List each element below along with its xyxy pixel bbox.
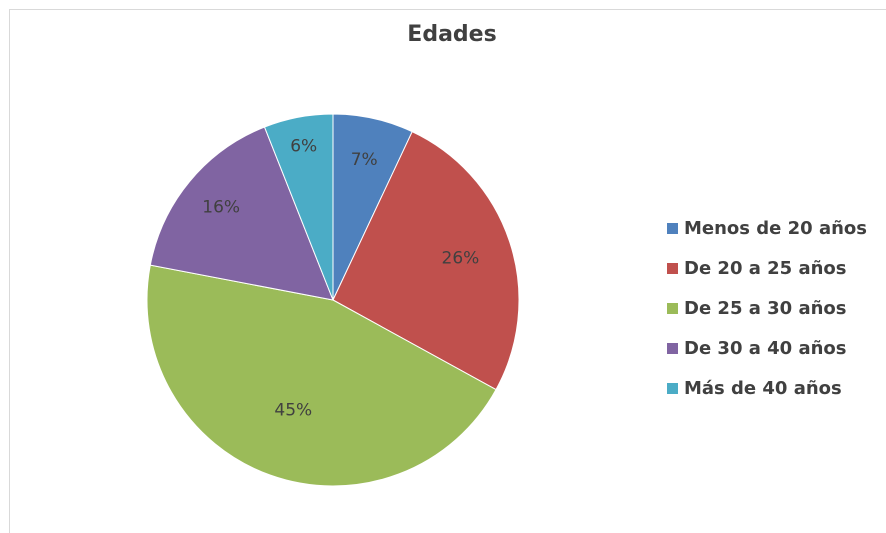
slice-data-label: 16% xyxy=(202,198,240,218)
legend-swatch xyxy=(667,382,678,394)
legend-item: Menos de 20 años xyxy=(667,208,867,248)
pie-slice xyxy=(149,126,334,301)
chart-title: Edades xyxy=(407,22,497,47)
legend-label: Más de 40 años xyxy=(684,377,842,399)
legend-swatch xyxy=(667,262,678,274)
legend-item: De 25 a 30 años xyxy=(667,288,867,328)
chart-legend: Menos de 20 años De 20 a 25 años De 25 a 3… xyxy=(667,208,867,408)
legend-swatch xyxy=(667,342,678,354)
legend-item: De 30 a 40 años xyxy=(667,328,867,368)
legend-label: Menos de 20 años xyxy=(684,217,867,239)
legend-label: De 20 a 25 años xyxy=(684,257,847,279)
legend-label: De 30 a 40 años xyxy=(684,337,847,359)
legend-swatch xyxy=(667,302,678,314)
pie-slice xyxy=(146,264,497,487)
slice-data-label: 26% xyxy=(442,249,480,269)
slice-data-label: 7% xyxy=(351,150,378,170)
legend-item: Más de 40 años xyxy=(667,368,867,408)
legend-item: De 20 a 25 años xyxy=(667,248,867,288)
legend-swatch xyxy=(667,222,678,234)
slice-data-label: 45% xyxy=(274,400,312,420)
legend-label: De 25 a 30 años xyxy=(684,297,847,319)
slice-data-label: 6% xyxy=(290,137,317,157)
pie-slice xyxy=(263,113,334,301)
